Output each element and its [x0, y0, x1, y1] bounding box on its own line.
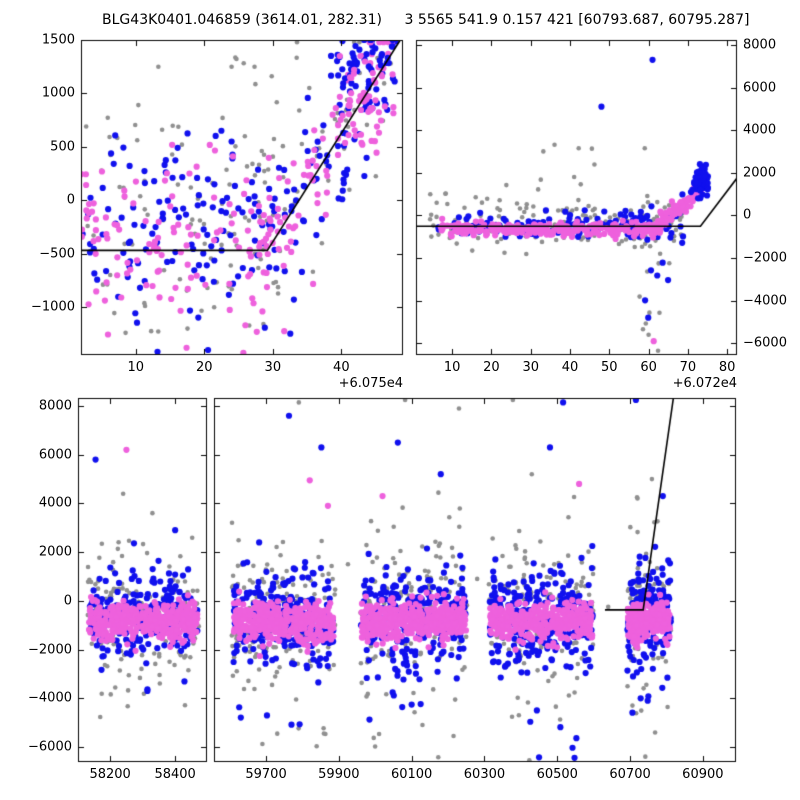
y-tick-label: −2000: [28, 642, 72, 657]
x-tick-label: 80: [718, 360, 736, 375]
y-tick-label: −4000: [743, 293, 787, 309]
x-tick-label: 60: [640, 360, 657, 375]
y-tick-label: 8000: [38, 398, 72, 414]
y-tick-label: 0: [66, 192, 75, 208]
x-tick-label: 20: [483, 360, 500, 375]
y-tick-label: 1500: [41, 32, 75, 48]
x-tick-label: 40: [561, 360, 579, 375]
y-tick-label: 0: [743, 207, 752, 223]
x-tick-label: 60300: [463, 767, 506, 782]
y-tick-label: −6000: [28, 739, 72, 755]
y-tick-label: 6000: [38, 447, 72, 463]
y-tick-label: 2000: [743, 165, 777, 181]
x-offset-label: +6.075e4: [338, 376, 403, 391]
x-offset-label: +6.072e4: [672, 376, 737, 391]
y-tick-label: 0: [63, 593, 72, 609]
x-tick-label: 60500: [536, 767, 578, 782]
y-tick-label: −4000: [28, 690, 72, 706]
x-tick-label: 60900: [682, 767, 724, 782]
y-tick-label: −1000: [31, 299, 75, 315]
y-tick-label: 1000: [41, 85, 75, 101]
panel-title-right: 3 5565 541.9 0.157 421 [60793.687, 60795…: [404, 12, 750, 28]
x-tick-label: 20: [196, 360, 213, 375]
x-tick-label: 59700: [245, 767, 287, 782]
y-tick-label: 500: [50, 139, 75, 155]
x-tick-label: 30: [522, 360, 539, 375]
x-tick-label: 60700: [609, 767, 651, 782]
x-tick-label: 58400: [154, 767, 196, 782]
y-tick-label: 4000: [38, 495, 72, 511]
x-tick-label: 58200: [89, 767, 131, 782]
y-tick-label: −2000: [743, 250, 787, 266]
panel-title-left: BLG43K0401.046859 (3614.01, 282.31): [102, 12, 382, 28]
x-tick-label: 50: [601, 360, 618, 375]
x-tick-label: 60100: [390, 767, 433, 782]
y-tick-label: 4000: [743, 122, 777, 138]
y-tick-label: 2000: [38, 544, 72, 560]
y-tick-label: −500: [39, 246, 75, 262]
y-tick-label: −6000: [743, 335, 787, 351]
x-tick-label: 40: [333, 360, 350, 375]
x-tick-label: 10: [443, 360, 461, 375]
y-tick-label: 8000: [743, 37, 777, 53]
y-tick-label: 6000: [743, 80, 777, 96]
x-tick-label: 10: [127, 360, 145, 375]
x-tick-label: 30: [264, 360, 282, 375]
x-tick-label: 59900: [318, 767, 360, 782]
x-tick-label: 70: [679, 360, 697, 375]
